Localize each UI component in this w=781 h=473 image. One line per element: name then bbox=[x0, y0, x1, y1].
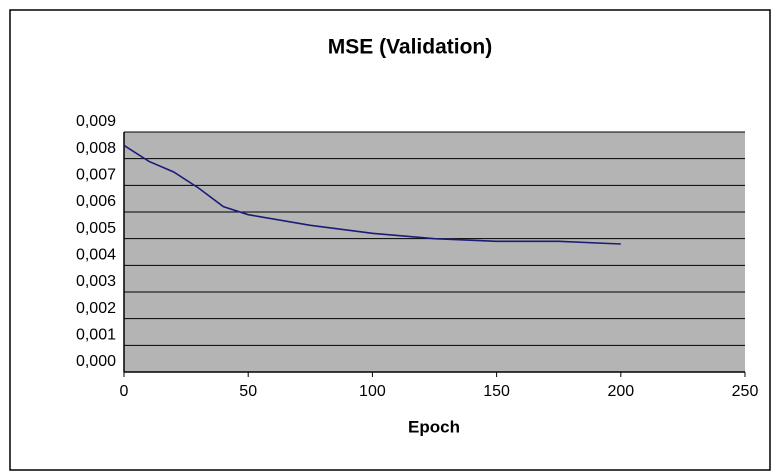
x-tick-label: 150 bbox=[483, 383, 510, 400]
y-tick-label: 0,008 bbox=[76, 140, 116, 157]
y-tick-label: 0,004 bbox=[76, 247, 116, 264]
page: {"chart_data": {"type": "line", "title":… bbox=[0, 0, 781, 473]
x-axis-title: Epoch bbox=[408, 417, 460, 436]
y-tick-label: 0,006 bbox=[76, 193, 116, 210]
plot-area bbox=[124, 132, 745, 372]
y-tick-label: 0,003 bbox=[76, 273, 116, 290]
chart-title: MSE (Validation) bbox=[328, 36, 493, 59]
x-tick-label: 0 bbox=[120, 383, 129, 400]
x-tick-label: 200 bbox=[607, 383, 634, 400]
y-tick-label: 0,005 bbox=[76, 220, 116, 237]
y-tick-label: 0,002 bbox=[76, 300, 116, 317]
x-tick-label: 250 bbox=[732, 383, 759, 400]
y-tick-label: 0,007 bbox=[76, 167, 116, 184]
y-tick-label: 0,009 bbox=[76, 113, 116, 130]
y-tick-label: 0,000 bbox=[76, 353, 116, 370]
y-tick-label: 0,001 bbox=[76, 327, 116, 344]
x-tick-label: 100 bbox=[359, 383, 386, 400]
chart: MSE (Validation) Epoch 0,000 0,001 0,002 0,… bbox=[0, 0, 781, 473]
x-tick-label: 50 bbox=[239, 383, 257, 400]
